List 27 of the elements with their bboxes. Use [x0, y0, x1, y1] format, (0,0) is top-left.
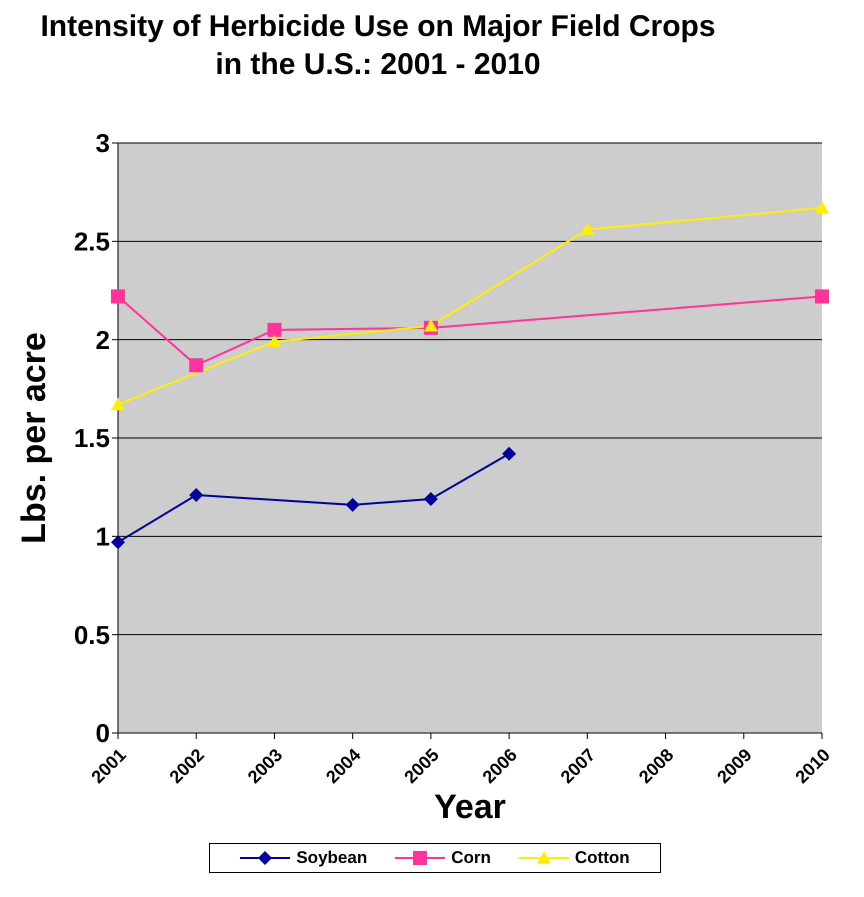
y-tick-label: 0	[96, 718, 110, 748]
legend-label: Cotton	[574, 848, 630, 868]
y-axis-title: Lbs. per acre	[15, 332, 54, 544]
point	[424, 318, 438, 332]
point	[580, 222, 594, 236]
point	[189, 488, 204, 502]
point	[815, 289, 829, 304]
point	[815, 200, 829, 214]
y-tick-label: 2	[96, 324, 110, 355]
legend-label: Corn	[451, 848, 491, 868]
point	[346, 498, 360, 512]
y-tick-label: 2.5	[74, 226, 110, 257]
point	[111, 289, 125, 304]
point	[424, 492, 438, 506]
chart-title: Intensity of Herbicide Use on Major Field Crops in the U.S.: 2001 - 2010	[39, 9, 717, 82]
legend-label: Soybean	[296, 848, 368, 868]
point	[267, 322, 282, 337]
y-tick-label: 1	[96, 522, 110, 552]
point	[111, 535, 125, 550]
y-tick-label: 1.5	[74, 423, 110, 454]
point	[502, 446, 516, 461]
x-axis-title: Year	[434, 788, 506, 826]
y-tick-label: 3	[96, 128, 110, 158]
y-tick-label: 0.5	[74, 620, 110, 650]
point	[267, 334, 282, 348]
point	[189, 358, 204, 372]
point	[111, 398, 125, 410]
